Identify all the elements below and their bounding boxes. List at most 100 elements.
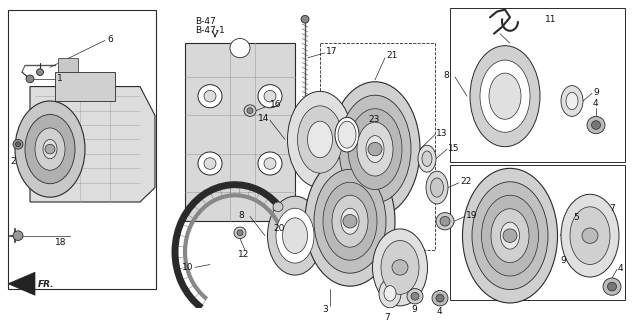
Ellipse shape xyxy=(579,207,601,236)
Text: 3: 3 xyxy=(322,305,328,314)
Text: 9: 9 xyxy=(411,305,417,314)
Ellipse shape xyxy=(268,196,322,275)
Circle shape xyxy=(204,158,216,169)
Ellipse shape xyxy=(491,209,529,263)
Bar xyxy=(55,72,115,101)
Text: 11: 11 xyxy=(545,15,556,24)
Circle shape xyxy=(198,85,222,108)
Text: 4: 4 xyxy=(593,100,599,108)
Ellipse shape xyxy=(470,46,540,147)
Circle shape xyxy=(582,228,598,243)
Circle shape xyxy=(587,116,605,134)
Ellipse shape xyxy=(482,195,539,276)
Ellipse shape xyxy=(298,106,342,173)
Ellipse shape xyxy=(282,218,308,253)
Circle shape xyxy=(264,158,276,169)
Ellipse shape xyxy=(561,194,619,277)
Text: 7: 7 xyxy=(609,204,615,213)
Text: 8: 8 xyxy=(443,70,449,80)
Ellipse shape xyxy=(35,128,65,170)
Ellipse shape xyxy=(384,286,396,301)
Circle shape xyxy=(440,216,450,226)
Circle shape xyxy=(247,108,253,114)
Text: 22: 22 xyxy=(460,177,471,186)
Ellipse shape xyxy=(366,136,384,163)
Ellipse shape xyxy=(308,121,332,158)
Text: 4: 4 xyxy=(437,307,442,316)
Circle shape xyxy=(583,246,601,264)
Circle shape xyxy=(407,289,423,304)
Ellipse shape xyxy=(323,182,377,260)
Circle shape xyxy=(15,142,20,147)
Ellipse shape xyxy=(570,207,610,265)
Circle shape xyxy=(503,229,517,242)
Text: 16: 16 xyxy=(270,100,282,109)
Text: 1: 1 xyxy=(57,74,63,84)
Ellipse shape xyxy=(422,151,432,166)
Text: 2: 2 xyxy=(10,157,16,166)
Ellipse shape xyxy=(330,82,420,216)
Text: 15: 15 xyxy=(448,144,460,153)
Text: FR.: FR. xyxy=(38,280,54,289)
Polygon shape xyxy=(30,87,155,202)
Ellipse shape xyxy=(372,229,427,306)
Text: 9: 9 xyxy=(593,88,599,97)
Ellipse shape xyxy=(430,178,444,197)
Text: 14: 14 xyxy=(258,114,270,123)
Ellipse shape xyxy=(339,95,411,203)
Text: 9: 9 xyxy=(560,256,566,265)
Circle shape xyxy=(13,231,23,240)
Ellipse shape xyxy=(561,86,583,116)
Text: 8: 8 xyxy=(238,211,244,220)
Ellipse shape xyxy=(357,122,393,176)
Circle shape xyxy=(301,15,309,23)
Bar xyxy=(58,58,78,72)
Circle shape xyxy=(26,75,34,83)
Text: 21: 21 xyxy=(386,51,398,60)
Ellipse shape xyxy=(472,182,548,290)
Bar xyxy=(450,8,625,162)
Circle shape xyxy=(392,260,408,275)
Ellipse shape xyxy=(314,169,386,273)
Text: 18: 18 xyxy=(55,238,66,247)
Ellipse shape xyxy=(341,208,359,234)
Circle shape xyxy=(204,91,216,102)
Ellipse shape xyxy=(501,222,520,249)
Ellipse shape xyxy=(584,213,596,229)
Ellipse shape xyxy=(305,156,395,286)
Circle shape xyxy=(587,251,596,259)
Circle shape xyxy=(237,230,243,236)
Circle shape xyxy=(343,214,357,228)
Ellipse shape xyxy=(418,145,436,172)
Circle shape xyxy=(432,291,448,306)
Circle shape xyxy=(244,105,256,116)
Text: 6: 6 xyxy=(107,35,113,44)
Ellipse shape xyxy=(348,109,402,189)
Ellipse shape xyxy=(381,240,419,294)
Circle shape xyxy=(264,91,276,102)
Text: B-47-1: B-47-1 xyxy=(195,26,225,35)
Ellipse shape xyxy=(25,115,75,184)
Circle shape xyxy=(436,294,444,302)
Circle shape xyxy=(258,152,282,175)
Ellipse shape xyxy=(426,171,448,204)
Text: 10: 10 xyxy=(182,263,194,272)
Circle shape xyxy=(198,152,222,175)
Ellipse shape xyxy=(276,208,314,263)
Text: 7: 7 xyxy=(384,313,390,320)
Text: 12: 12 xyxy=(238,250,249,260)
Text: 19: 19 xyxy=(466,211,477,220)
Ellipse shape xyxy=(287,92,353,188)
Ellipse shape xyxy=(15,101,85,197)
Ellipse shape xyxy=(489,73,521,119)
Ellipse shape xyxy=(566,92,578,110)
Bar xyxy=(8,10,156,289)
Circle shape xyxy=(603,278,621,295)
Ellipse shape xyxy=(480,60,530,132)
Text: 4: 4 xyxy=(618,264,624,273)
Ellipse shape xyxy=(338,121,356,148)
Text: 23: 23 xyxy=(368,115,379,124)
Circle shape xyxy=(234,227,246,238)
Text: 20: 20 xyxy=(273,224,284,233)
Circle shape xyxy=(608,282,617,291)
